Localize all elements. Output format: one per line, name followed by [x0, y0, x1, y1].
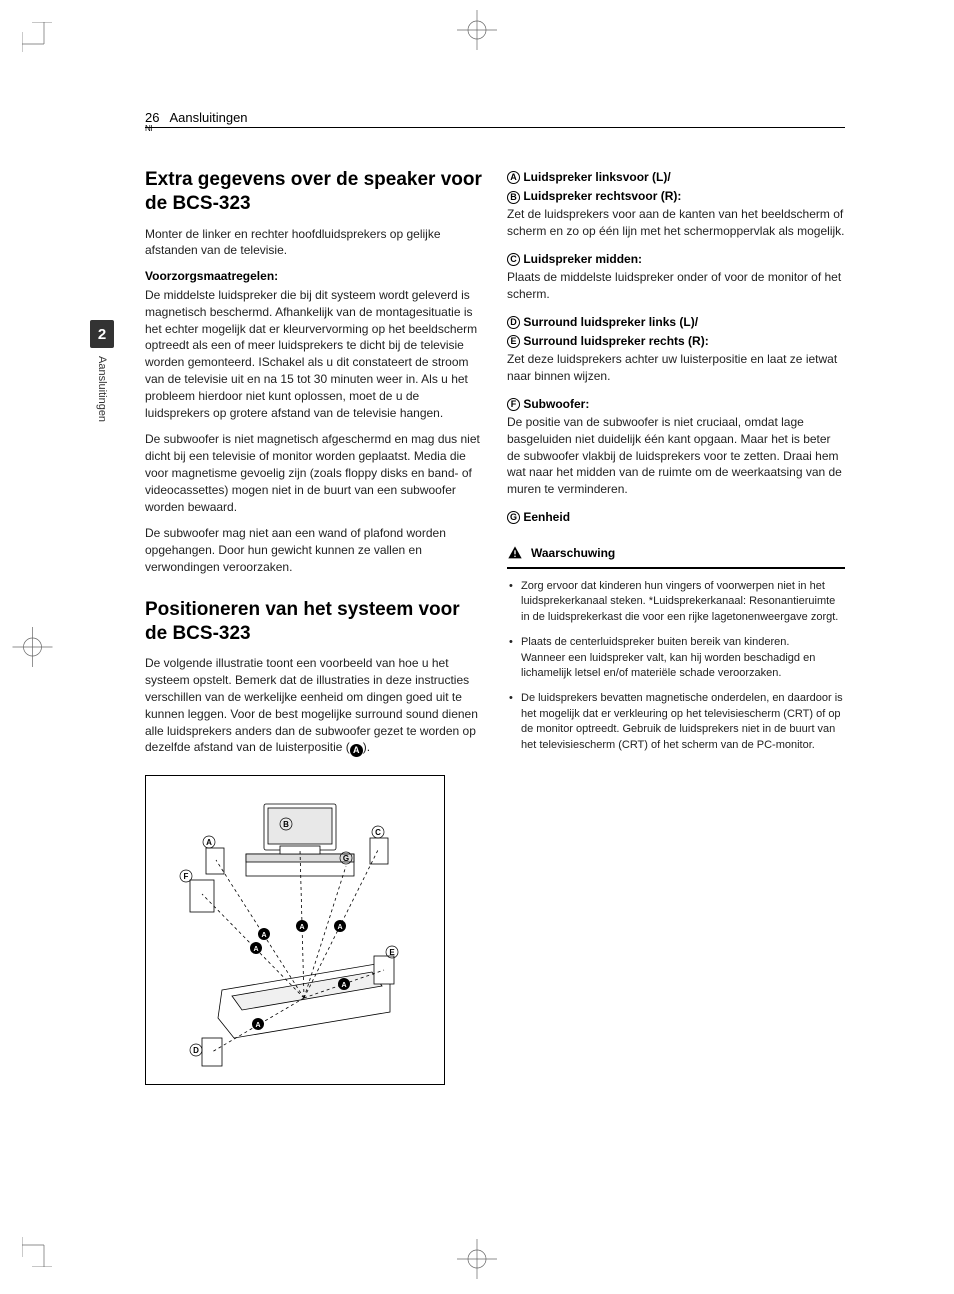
svg-text:A: A [341, 982, 346, 989]
svg-text:B: B [283, 820, 289, 829]
speaker-d-head: D Surround luidspreker links (L)/ [507, 313, 845, 332]
letter-g-icon: G [507, 511, 520, 524]
svg-text:A: A [206, 838, 212, 847]
svg-text:A: A [253, 946, 258, 953]
speaker-layout-diagram: A B C D E F G A A A A A [145, 775, 445, 1085]
warning-list: Zorg ervoor dat kinderen hun vingers of … [507, 579, 845, 753]
heading-extra-gegevens: Extra gegevens over de speaker voor de B… [145, 168, 483, 216]
svg-text:A: A [261, 932, 266, 939]
warning-title: Waarschuwing [531, 546, 615, 560]
letter-a-icon: A [507, 171, 520, 184]
page-number: 26 [145, 110, 159, 125]
warning-item: De luidsprekers bevatten magnetische ond… [507, 691, 845, 753]
svg-text:E: E [389, 948, 395, 957]
speaker-ab-body: Zet de luidsprekers voor aan de kanten v… [507, 206, 845, 240]
speaker-b-head: B Luidspreker rechtsvoor (R): [507, 187, 845, 206]
svg-text:F: F [184, 872, 189, 881]
header-section: Aansluitingen [169, 110, 247, 125]
svg-text:A: A [255, 1022, 260, 1029]
crop-corner-tl [22, 22, 52, 57]
letter-b-icon: B [507, 191, 520, 204]
precautions-p1: De middelste luidspreker die bij dit sys… [145, 287, 483, 421]
crop-corner-bl [22, 1237, 52, 1272]
speaker-f-body: De positie van de subwoofer is niet cruc… [507, 414, 845, 498]
svg-text:G: G [343, 854, 349, 863]
chapter-label: Aansluitingen [96, 356, 108, 422]
heading-positioneren: Positioneren van het systeem voor de BCS… [145, 598, 483, 646]
speaker-c-body: Plaats de middelste luidspreker onder of… [507, 269, 845, 303]
speaker-de-body: Zet deze luidsprekers achter uw luisterp… [507, 351, 845, 385]
letter-c-icon: C [507, 253, 520, 266]
speaker-a-head: A Luidspreker linksvoor (L)/ [507, 168, 845, 187]
svg-text:A: A [337, 924, 342, 931]
crop-mark-top [457, 10, 497, 55]
chapter-tab: 2 Aansluitingen [90, 320, 114, 422]
letter-f-icon: F [507, 398, 520, 411]
svg-text:A: A [299, 924, 304, 931]
speaker-g-head: G Eenheid [507, 508, 845, 527]
letter-e-icon: E [507, 335, 520, 348]
precautions-label: Voorzorgsmaatregelen: [145, 269, 483, 283]
page-header: 26 Aansluitingen Nl [145, 110, 845, 128]
intro-paragraph: Monter de linker en rechter hoofdluidspr… [145, 226, 483, 260]
positioning-paragraph: De volgende illustratie toont een voorbe… [145, 655, 483, 757]
warning-block: Waarschuwing Zorg ervoor dat kinderen hu… [507, 545, 845, 753]
chapter-number: 2 [90, 320, 114, 348]
warning-icon [507, 545, 523, 561]
speaker-c-head: C Luidspreker midden: [507, 250, 845, 269]
crop-mark-left [8, 627, 53, 667]
precautions-p2: De subwoofer is niet magnetisch afgesche… [145, 431, 483, 515]
right-column: A Luidspreker linksvoor (L)/ B Luidsprek… [507, 168, 845, 1085]
inline-marker-a: A [350, 744, 363, 757]
speaker-f-head: F Subwoofer: [507, 395, 845, 414]
svg-text:C: C [375, 828, 381, 837]
precautions-p3: De subwoofer mag niet aan een wand of pl… [145, 525, 483, 575]
left-column: Extra gegevens over de speaker voor de B… [145, 168, 483, 1085]
lang-code: Nl [145, 124, 153, 133]
speaker-e-head: E Surround luidspreker rechts (R): [507, 332, 845, 351]
warning-item: Plaats de centerluidspreker buiten berei… [507, 635, 845, 681]
letter-d-icon: D [507, 316, 520, 329]
warning-item: Zorg ervoor dat kinderen hun vingers of … [507, 579, 845, 625]
crop-mark-bottom [457, 1239, 497, 1284]
svg-text:D: D [193, 1046, 199, 1055]
